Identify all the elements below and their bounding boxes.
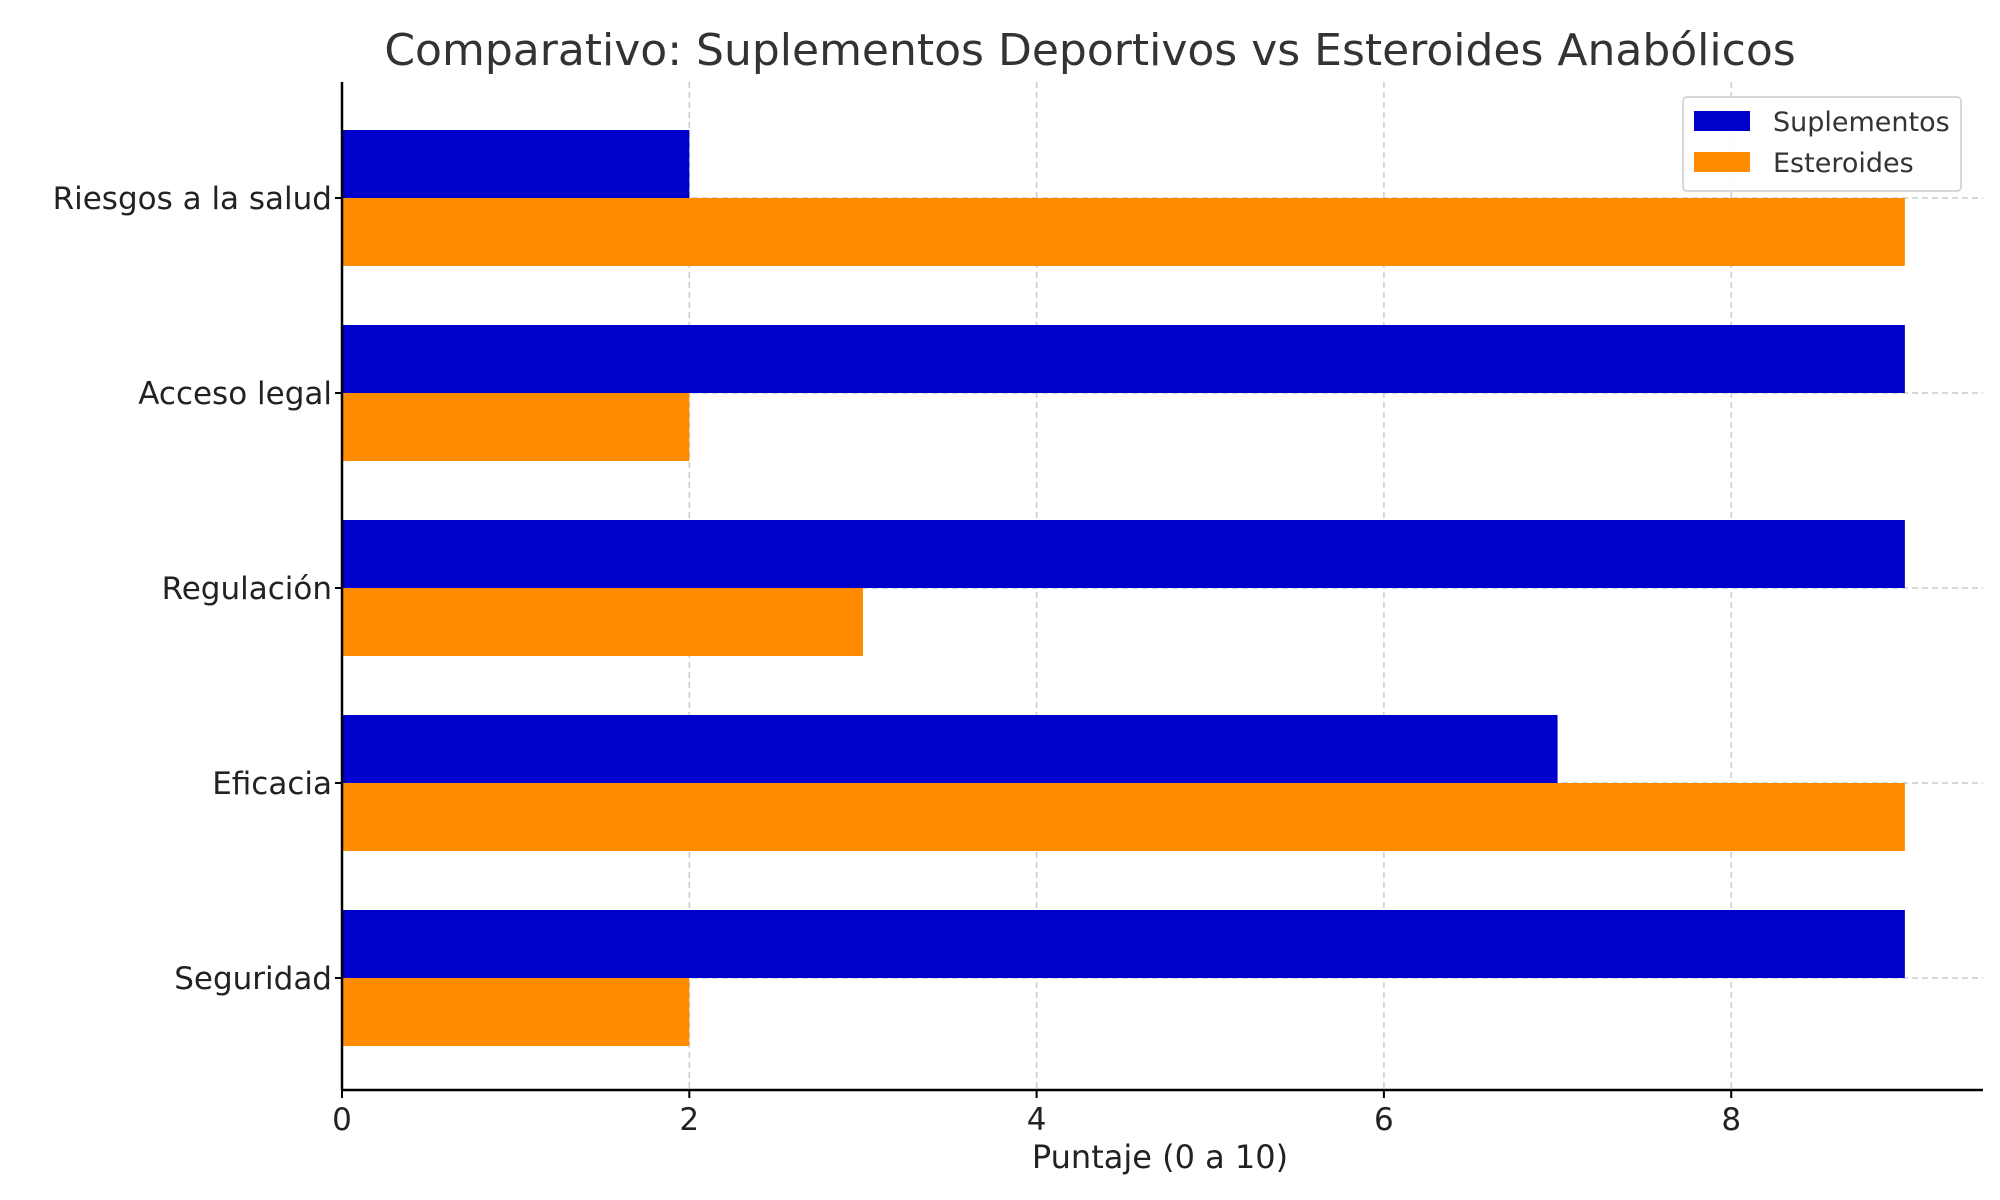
legend-box — [1682, 96, 1962, 192]
x-tick-label-6: 6 — [1374, 1102, 1394, 1138]
bar-suplementos-acceso-legal — [342, 325, 1905, 393]
bar-suplementos-seguridad — [342, 910, 1905, 978]
y-tick-label-eficacia: Eficacia — [212, 766, 332, 802]
bar-esteroides-acceso-legal — [342, 393, 690, 461]
bar-suplementos-riesgos-a-la-salud — [342, 130, 690, 198]
x-tick-label-0: 0 — [332, 1102, 352, 1138]
bar-suplementos-regulacion — [342, 520, 1905, 588]
legend-label-esteroides: Esteroides — [1773, 148, 1914, 179]
bar-esteroides-eficacia — [342, 783, 1905, 851]
ticks-layer: 0 2 4 6 8 — [332, 197, 1741, 1138]
legend-swatch-suplementos — [1694, 111, 1750, 131]
y-tick-label-regulacion: Regulación — [162, 571, 332, 607]
legend-swatch-esteroides — [1694, 152, 1750, 172]
x-tick-label-4: 4 — [1027, 1102, 1047, 1138]
bar-esteroides-regulacion — [342, 588, 863, 656]
y-tick-label-acceso-legal: Acceso legal — [138, 376, 332, 412]
x-tick-label-8: 8 — [1721, 1102, 1741, 1138]
chart-title: Comparativo: Suplementos Deportivos vs E… — [384, 25, 1795, 76]
bar-suplementos-eficacia — [342, 715, 1558, 783]
y-tick-label-riesgos-a-la-salud: Riesgos a la salud — [53, 181, 332, 217]
legend: Suplementos Esteroides — [1682, 96, 1962, 192]
x-axis-label: Puntaje (0 a 10) — [1032, 1138, 1288, 1176]
x-tick-label-2: 2 — [679, 1102, 699, 1138]
category-labels: Riesgos a la salud Acceso legal Regulación… — [53, 181, 332, 997]
y-tick-label-seguridad: Seguridad — [174, 961, 332, 997]
legend-label-suplementos: Suplementos — [1773, 107, 1950, 138]
axes-layer — [340, 82, 1983, 1092]
bar-esteroides-seguridad — [342, 978, 690, 1046]
bars-layer — [342, 130, 1905, 1046]
bar-esteroides-riesgos-a-la-salud — [342, 198, 1905, 266]
